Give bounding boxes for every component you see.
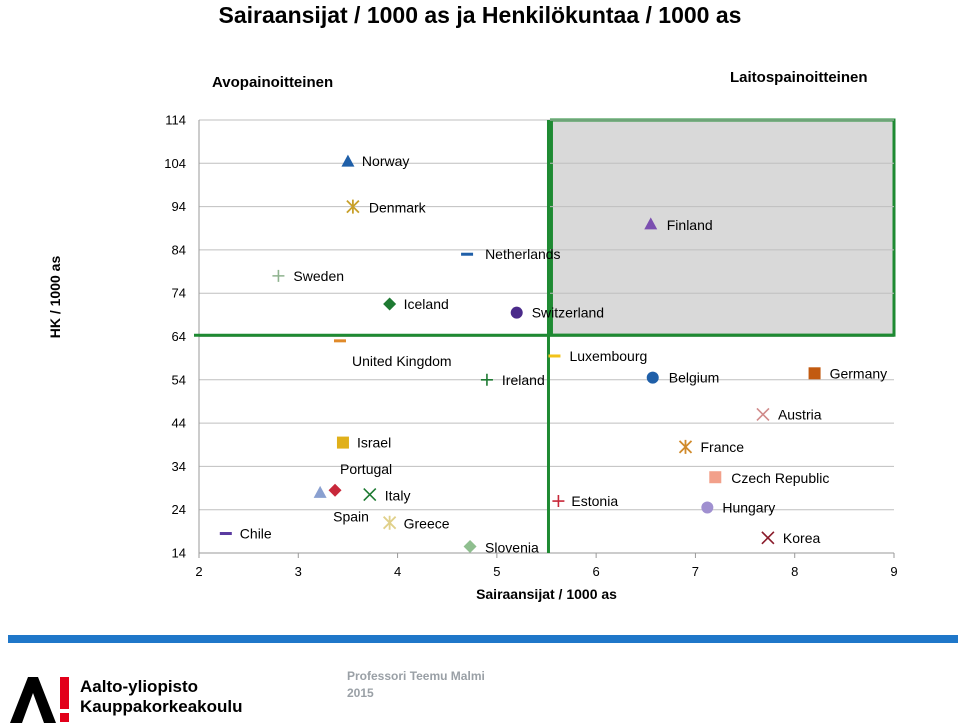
point-norway <box>341 154 355 167</box>
point-label-korea: Korea <box>783 530 821 546</box>
point-label-chile: Chile <box>240 526 272 542</box>
x-tick-label: 5 <box>493 564 500 579</box>
point-label-czech-republic: Czech Republic <box>731 470 829 486</box>
point-slovenia <box>463 540 477 554</box>
point-label-denmark: Denmark <box>369 200 427 216</box>
author-name: Professori Teemu Malmi <box>347 669 485 683</box>
x-tick-label: 8 <box>791 564 798 579</box>
point-israel <box>336 436 349 449</box>
point-label-spain: Spain <box>333 508 369 524</box>
point-greece <box>382 515 397 530</box>
y-tick-label: 14 <box>172 546 186 561</box>
point-hungary <box>701 501 714 514</box>
point-label-greece: Greece <box>404 516 450 532</box>
footer-author: Professori Teemu Malmi 2015 <box>347 668 485 702</box>
x-tick-label: 4 <box>394 564 401 579</box>
x-tick-label: 7 <box>692 564 699 579</box>
x-tick-label: 3 <box>295 564 302 579</box>
point-label-luxembourg: Luxembourg <box>569 348 647 364</box>
highlight-rect <box>549 118 896 337</box>
point-denmark <box>346 199 360 214</box>
aalto-logo: Aalto-yliopisto Kauppakorkeakoulu <box>8 675 243 725</box>
point-italy <box>363 487 377 502</box>
point-label-germany: Germany <box>830 365 888 381</box>
point-belgium <box>646 371 659 384</box>
point-germany <box>808 367 821 380</box>
x-tick-label: 6 <box>593 564 600 579</box>
point-austria <box>756 407 770 422</box>
point-korea <box>761 531 775 545</box>
y-tick-label: 114 <box>165 113 186 128</box>
point-czech-republic <box>709 471 722 484</box>
region-label-avopainoitteinen: Avopainoitteinen <box>212 74 333 91</box>
logo-text-school: Kauppakorkeakoulu <box>80 697 243 716</box>
highlight-region <box>549 118 896 337</box>
point-label-netherlands: Netherlands <box>485 246 560 262</box>
aalto-logo-mark-icon <box>10 677 69 723</box>
point-luxembourg <box>548 354 561 358</box>
y-tick-label: 24 <box>172 502 186 517</box>
threshold-lines <box>194 120 894 553</box>
chart-texts: Avopainoitteinen Laitospainoitteinen Saira… <box>47 69 868 602</box>
point-label-italy: Italy <box>385 488 411 504</box>
point-label-estonia: Estonia <box>571 493 618 509</box>
y-tick-label: 94 <box>172 199 186 214</box>
region-label-laitospainoitteinen: Laitospainoitteinen <box>730 69 868 86</box>
point-spain <box>313 485 327 498</box>
point-ireland <box>480 373 493 386</box>
point-labels: Norway Denmark Finland Netherlands Sweden Ice… <box>240 153 887 555</box>
point-united-kingdom <box>333 339 346 343</box>
slide-title: Sairaansijat / 1000 as ja Henkilökuntaa … <box>218 2 742 28</box>
point-iceland <box>383 297 397 311</box>
point-label-israel: Israel <box>357 435 391 451</box>
y-tick-label: 54 <box>172 372 186 387</box>
point-estonia <box>552 495 565 508</box>
y-axis-title: HK / 1000 as <box>47 256 63 339</box>
point-label-norway: Norway <box>362 153 409 169</box>
point-france <box>678 439 693 454</box>
point-label-iceland: Iceland <box>404 296 449 312</box>
x-axis-title: Sairaansijat / 1000 as <box>476 586 617 602</box>
point-label-austria: Austria <box>778 406 822 422</box>
y-tick-label: 34 <box>172 459 186 474</box>
point-label-portugal: Portugal <box>340 461 392 477</box>
y-tick-label: 84 <box>172 242 186 257</box>
point-portugal <box>328 483 342 497</box>
y-tick-label: 64 <box>172 329 186 344</box>
point-sweden <box>272 269 285 282</box>
gridlines <box>199 119 894 554</box>
point-label-hungary: Hungary <box>722 500 775 516</box>
x-tick-label: 9 <box>890 564 897 579</box>
author-year: 2015 <box>347 686 374 700</box>
point-netherlands <box>461 252 474 256</box>
point-label-switzerland: Switzerland <box>532 305 604 321</box>
y-tick-label: 74 <box>172 286 186 301</box>
logo-text-university: Aalto-yliopisto <box>80 677 199 696</box>
point-label-slovenia: Slovenia <box>485 540 539 556</box>
point-finland <box>644 217 658 230</box>
point-label-united-kingdom: United Kingdom <box>352 353 452 369</box>
point-label-belgium: Belgium <box>669 370 720 386</box>
point-switzerland <box>510 306 523 319</box>
point-label-ireland: Ireland <box>502 372 545 388</box>
data-points <box>219 154 821 554</box>
x-tick-label: 2 <box>195 564 202 579</box>
point-label-finland: Finland <box>667 217 713 233</box>
footer-bar <box>8 635 958 643</box>
point-chile <box>219 532 232 536</box>
point-label-france: France <box>701 439 745 455</box>
point-label-sweden: Sweden <box>293 268 344 284</box>
y-tick-label: 104 <box>164 156 186 171</box>
y-tick-label: 44 <box>172 416 186 431</box>
